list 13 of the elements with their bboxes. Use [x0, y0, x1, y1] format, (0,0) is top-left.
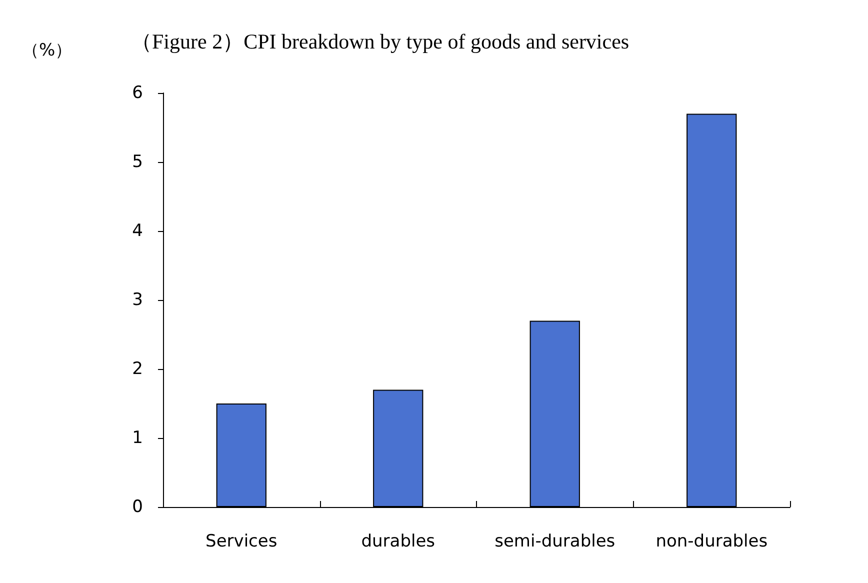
y-tick-label: 5	[132, 152, 143, 172]
y-tick-label: 4	[132, 221, 143, 241]
y-tick-label: 1	[132, 428, 143, 448]
x-tick-label: durables	[361, 532, 436, 552]
y-tick-label: 6	[132, 83, 143, 103]
x-tick-label: semi-durables	[494, 532, 616, 552]
y-tick-label: 2	[132, 359, 143, 379]
y-axis-title: （%）	[22, 40, 72, 60]
y-tick-label: 0	[132, 497, 143, 517]
y-tick-label: 3	[132, 290, 143, 310]
x-tick-label: non-durables	[656, 532, 768, 552]
x-tick-label: Services	[206, 532, 278, 552]
chart-title: （Figure 2）CPI breakdown by type of goods and services	[131, 30, 630, 54]
